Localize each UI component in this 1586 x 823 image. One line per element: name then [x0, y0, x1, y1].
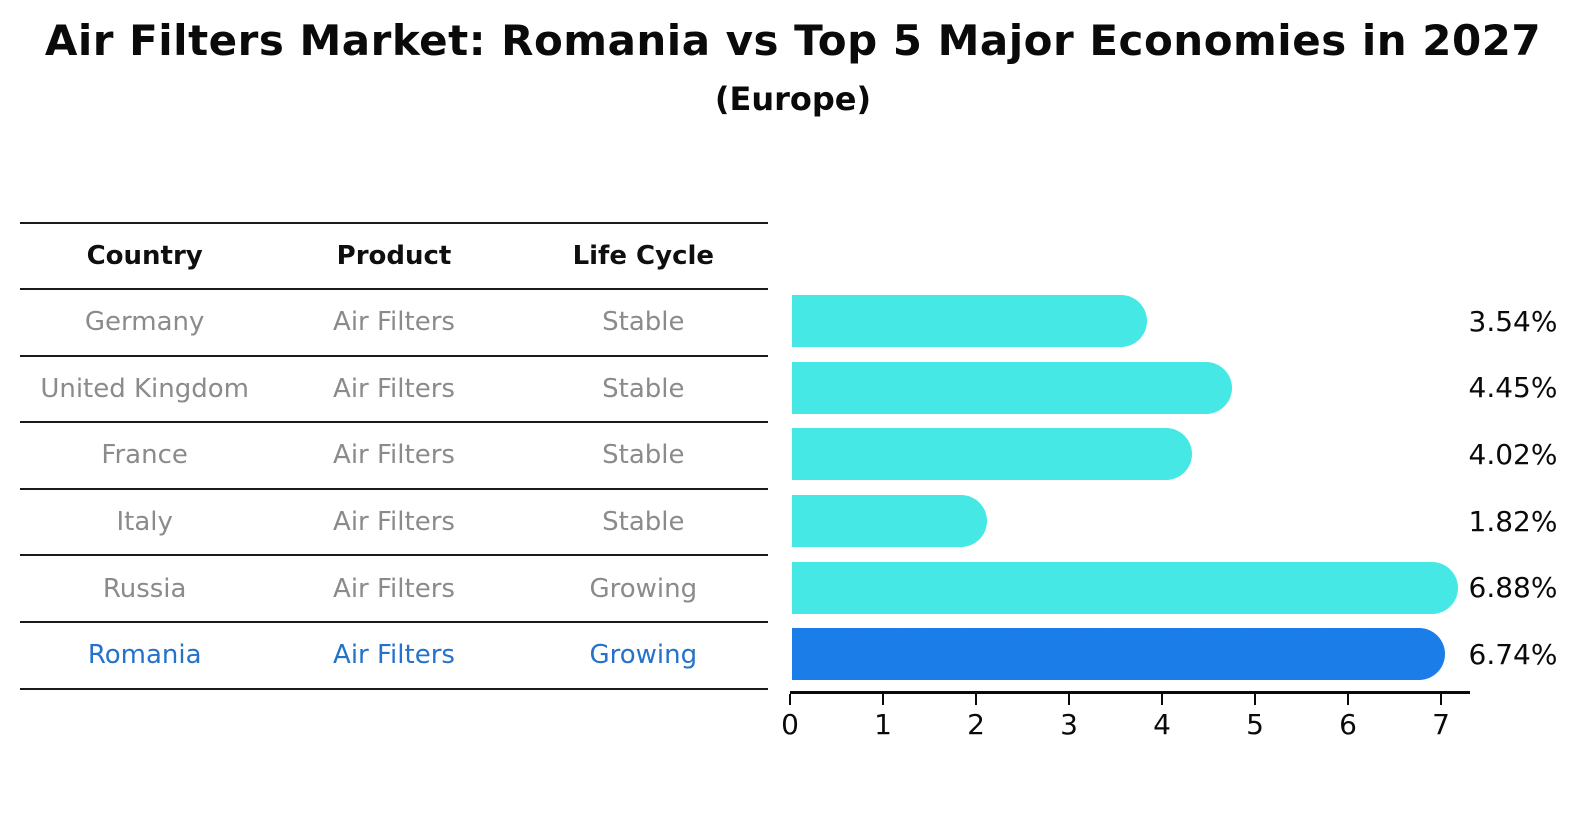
bar-row-united-kingdom — [792, 355, 1492, 422]
country-cell: Russia — [102, 573, 187, 604]
lifecycle-cell: Stable — [602, 373, 685, 404]
country-header: Country — [86, 241, 203, 271]
bars-area — [792, 288, 1492, 688]
x-tick-0 — [789, 694, 791, 705]
country-cell: Italy — [116, 507, 173, 538]
table-row-germany: Germany Air Filters Stable — [20, 290, 768, 357]
table-row-russia: Russia Air Filters Growing — [20, 556, 768, 623]
table-header-row: Country Product Life Cycle — [20, 224, 768, 290]
value-label-france: 4.02% — [1468, 437, 1558, 471]
product-cell: Air Filters — [333, 307, 455, 338]
value-label-united-kingdom: 4.45% — [1468, 371, 1558, 405]
bar-italy — [792, 495, 988, 548]
table-row-italy: Italy Air Filters Stable — [20, 490, 768, 557]
x-tick-label-6: 6 — [1339, 708, 1357, 741]
table-body: Germany Air Filters Stable United Kingdom Ai… — [20, 290, 768, 690]
x-tick-7 — [1440, 694, 1442, 705]
x-tick-label-7: 7 — [1432, 708, 1450, 741]
product-header: Product — [336, 241, 452, 271]
value-label-italy: 1.82% — [1468, 504, 1558, 538]
x-tick-label-5: 5 — [1246, 708, 1264, 741]
product-cell: Air Filters — [333, 373, 455, 404]
bar-row-germany — [792, 288, 1492, 355]
lifecycle-cell: Stable — [602, 440, 685, 471]
lifecycle-cell: Growing — [589, 573, 698, 604]
bar-row-italy — [792, 488, 1492, 555]
product-cell: Air Filters — [333, 573, 455, 604]
table-row-france: France Air Filters Stable — [20, 423, 768, 490]
bar-row-romania — [792, 621, 1492, 688]
lifecycle-cell: Growing — [589, 640, 698, 671]
table-row-united-kingdom: United Kingdom Air Filters Stable — [20, 357, 768, 424]
data-table: Country Product Life Cycle Germany Air Fi… — [20, 222, 768, 690]
x-tick-3 — [1068, 694, 1070, 705]
x-axis-line — [790, 691, 1470, 694]
lifecycle-cell: Stable — [602, 507, 685, 538]
bar-united-kingdom — [792, 361, 1232, 414]
x-tick-4 — [1161, 694, 1163, 705]
bar-france — [792, 428, 1192, 481]
country-cell: Romania — [87, 640, 202, 671]
x-tick-1 — [882, 694, 884, 705]
country-cell: Germany — [84, 307, 205, 338]
x-tick-label-2: 2 — [967, 708, 985, 741]
product-cell: Air Filters — [333, 507, 455, 538]
bar-row-russia — [792, 554, 1492, 621]
chart-subtitle: (Europe) — [714, 80, 872, 118]
value-labels: 3.54% 4.45% 4.02% 1.82% 6.88% 6.74% — [1458, 288, 1568, 688]
table-row-romania: Romania Air Filters Growing — [20, 623, 768, 690]
lifecycle-cell: Stable — [602, 307, 685, 338]
lifecycle-header: Life Cycle — [572, 241, 715, 271]
value-label-russia: 6.88% — [1468, 571, 1558, 605]
product-cell: Air Filters — [333, 640, 455, 671]
x-tick-2 — [975, 694, 977, 705]
chart-title: Air Filters Market: Romania vs Top 5 Maj… — [44, 16, 1542, 65]
x-tick-5 — [1254, 694, 1256, 705]
bar-russia — [792, 561, 1458, 614]
value-label-romania: 6.74% — [1468, 637, 1558, 671]
country-cell: United Kingdom — [40, 373, 249, 404]
x-tick-label-0: 0 — [781, 708, 799, 741]
x-tick-label-3: 3 — [1060, 708, 1078, 741]
bar-row-france — [792, 421, 1492, 488]
x-tick-label-4: 4 — [1153, 708, 1171, 741]
product-cell: Air Filters — [333, 440, 455, 471]
x-tick-6 — [1347, 694, 1349, 705]
x-tick-label-1: 1 — [874, 708, 892, 741]
bar-germany — [792, 295, 1148, 348]
bar-romania — [792, 628, 1445, 681]
country-cell: France — [101, 440, 188, 471]
value-label-germany: 3.54% — [1468, 304, 1558, 338]
